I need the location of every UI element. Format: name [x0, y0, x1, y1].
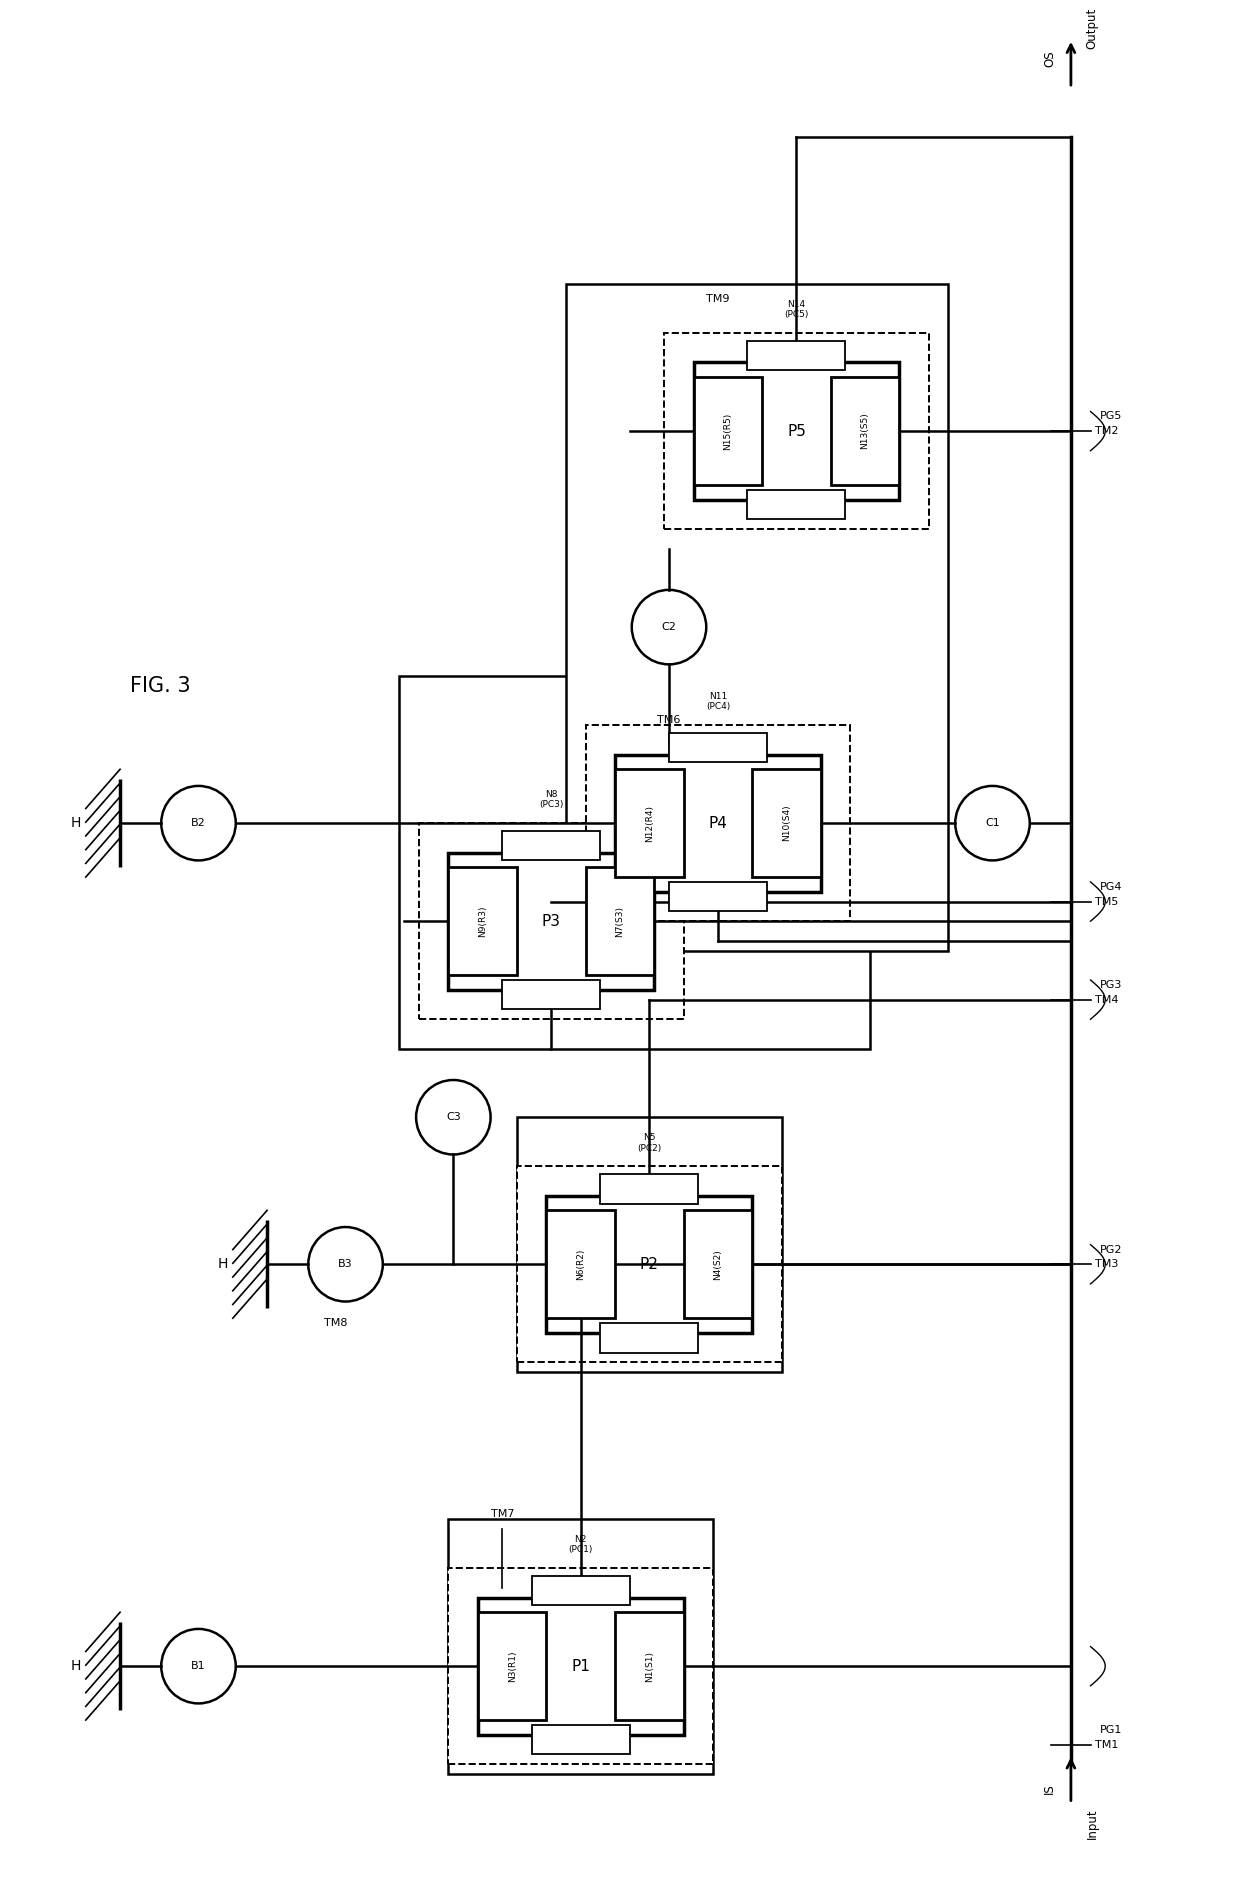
- Bar: [532, 1726, 630, 1754]
- Bar: [615, 754, 821, 892]
- Bar: [477, 1613, 547, 1720]
- Text: N15(R5): N15(R5): [723, 413, 733, 449]
- Text: P1: P1: [572, 1658, 590, 1673]
- Text: PG3: PG3: [1100, 981, 1122, 990]
- Bar: [670, 883, 768, 911]
- Text: H: H: [71, 1660, 81, 1673]
- Text: N8
(PC3): N8 (PC3): [539, 790, 563, 809]
- Bar: [502, 981, 600, 1009]
- Bar: [449, 852, 655, 990]
- Text: P4: P4: [708, 815, 728, 830]
- Text: N11
(PC4): N11 (PC4): [706, 692, 730, 711]
- Text: N14
(PC5): N14 (PC5): [784, 300, 808, 319]
- Text: TM7: TM7: [491, 1509, 515, 1518]
- Bar: [419, 773, 683, 1030]
- Bar: [477, 1597, 683, 1735]
- Text: PG4: PG4: [1100, 883, 1122, 892]
- Text: IS: IS: [1043, 1784, 1056, 1794]
- Text: H: H: [71, 817, 81, 830]
- Bar: [600, 1175, 698, 1203]
- Text: Input: Input: [1085, 1809, 1099, 1839]
- Text: N6(R2): N6(R2): [577, 1249, 585, 1281]
- Bar: [665, 334, 929, 530]
- Text: PG2: PG2: [1100, 1245, 1122, 1254]
- Bar: [585, 868, 655, 975]
- Text: N10(S4): N10(S4): [782, 805, 791, 841]
- Text: TM1: TM1: [1095, 1739, 1118, 1750]
- Bar: [753, 769, 821, 877]
- Bar: [449, 1567, 713, 1763]
- Text: TM4: TM4: [1095, 994, 1118, 1005]
- Bar: [532, 1577, 630, 1605]
- Text: B1: B1: [191, 1662, 206, 1671]
- Bar: [683, 1211, 753, 1318]
- Text: TM2: TM2: [1095, 426, 1118, 436]
- Text: N9(R3): N9(R3): [479, 905, 487, 937]
- Bar: [399, 677, 870, 1049]
- Text: C1: C1: [985, 819, 999, 828]
- Text: N3(R1): N3(R1): [507, 1650, 517, 1682]
- Text: P2: P2: [640, 1256, 658, 1271]
- Bar: [748, 341, 846, 370]
- Bar: [517, 1166, 781, 1362]
- Bar: [748, 490, 846, 519]
- Text: P3: P3: [542, 913, 560, 928]
- Text: P5: P5: [787, 424, 806, 439]
- Text: TM5: TM5: [1095, 896, 1118, 907]
- Text: Output: Output: [1085, 8, 1099, 49]
- Bar: [615, 1613, 683, 1720]
- Text: H: H: [218, 1258, 228, 1271]
- Text: TM9: TM9: [707, 294, 730, 304]
- Text: C3: C3: [446, 1113, 461, 1122]
- Bar: [693, 377, 763, 485]
- Text: N2
(PC1): N2 (PC1): [569, 1535, 593, 1554]
- Text: B3: B3: [339, 1260, 353, 1269]
- Bar: [419, 822, 683, 1018]
- Text: C2: C2: [662, 622, 677, 632]
- Text: TM3: TM3: [1095, 1260, 1118, 1269]
- Text: B2: B2: [191, 819, 206, 828]
- Bar: [831, 377, 899, 485]
- Text: N1(S1): N1(S1): [645, 1650, 653, 1682]
- Bar: [567, 285, 949, 951]
- Text: TM6: TM6: [657, 715, 681, 724]
- Bar: [693, 362, 899, 500]
- Bar: [600, 1324, 698, 1352]
- Text: N13(S5): N13(S5): [861, 413, 869, 449]
- Text: PG1: PG1: [1100, 1726, 1122, 1735]
- Text: OS: OS: [1043, 51, 1056, 66]
- Bar: [670, 734, 768, 762]
- Bar: [547, 1211, 615, 1318]
- Bar: [547, 1196, 753, 1333]
- Text: PG5: PG5: [1100, 411, 1122, 421]
- Bar: [449, 868, 517, 975]
- Text: TM8: TM8: [324, 1318, 347, 1328]
- Bar: [502, 832, 600, 860]
- Text: FIG. 3: FIG. 3: [130, 675, 191, 696]
- Text: N12(R4): N12(R4): [645, 805, 653, 841]
- Text: N4(S2): N4(S2): [713, 1249, 723, 1281]
- Bar: [585, 724, 851, 920]
- Bar: [615, 769, 683, 877]
- Text: N5
(PC2): N5 (PC2): [637, 1133, 661, 1152]
- Bar: [517, 1117, 781, 1373]
- Bar: [449, 1518, 713, 1775]
- Text: N7(S3): N7(S3): [615, 905, 625, 937]
